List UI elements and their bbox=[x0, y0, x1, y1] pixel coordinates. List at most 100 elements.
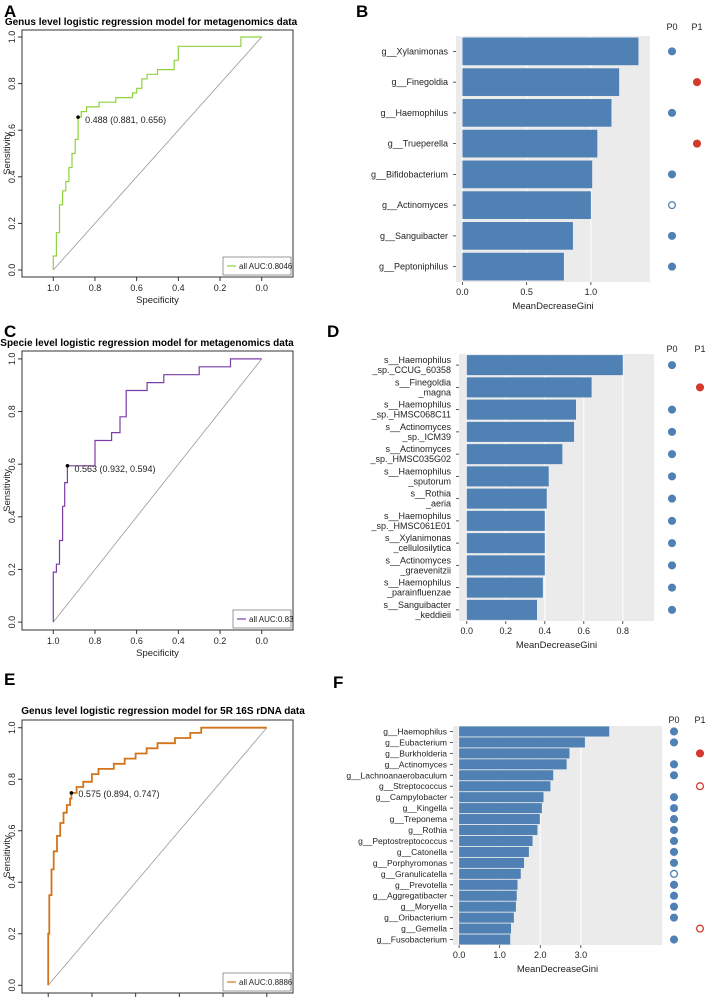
bar bbox=[459, 868, 521, 879]
x-tick-label: 1.0 bbox=[585, 287, 598, 297]
p1-marker bbox=[695, 749, 705, 758]
category-label: s__Actinomyces bbox=[385, 444, 451, 454]
p0-marker bbox=[669, 771, 679, 780]
category-label: g__Gemella bbox=[401, 924, 447, 934]
threshold-annotation: 0.488 (0.881, 0.656) bbox=[85, 115, 166, 125]
y-tick-label: 1.0 bbox=[7, 721, 17, 734]
category-label: s__Actinomyces bbox=[385, 555, 451, 565]
plot-background bbox=[453, 726, 662, 945]
bar bbox=[462, 160, 593, 189]
x-tick-label: 1.0 bbox=[47, 636, 60, 646]
x-tick-label: 0.2 bbox=[214, 283, 227, 293]
x-tick-label: 0.0 bbox=[255, 283, 268, 293]
bar bbox=[466, 377, 592, 398]
category-label: g__Prevotella bbox=[395, 880, 447, 890]
bar bbox=[459, 759, 567, 770]
category-label-line2: _keddieii bbox=[414, 610, 451, 620]
category-label: g__Actinomyces bbox=[385, 759, 447, 769]
p0-marker bbox=[667, 561, 677, 570]
x-tick-label: 0.4 bbox=[539, 626, 552, 636]
bar bbox=[459, 781, 551, 792]
p1-marker bbox=[695, 383, 705, 392]
p0-marker bbox=[667, 583, 677, 592]
category-label: g__Bifidobacterium bbox=[371, 169, 448, 179]
category-label: g__Granulicatella bbox=[381, 869, 447, 879]
marker-column-header: P0 bbox=[668, 715, 679, 725]
bar bbox=[462, 129, 598, 158]
p0-marker bbox=[669, 935, 679, 944]
threshold-annotation: 0.563 (0.932, 0.594) bbox=[74, 464, 155, 474]
bar bbox=[459, 923, 512, 934]
x-tick-label: 0.0 bbox=[453, 950, 466, 960]
marker-column-header: P1 bbox=[691, 22, 702, 32]
bar bbox=[459, 846, 529, 857]
category-label: g__Actinomyces bbox=[382, 200, 449, 210]
bar bbox=[459, 824, 538, 836]
bar bbox=[459, 803, 542, 814]
category-label-line2: _sp._HMSC061E01 bbox=[370, 521, 451, 531]
bar bbox=[466, 533, 545, 554]
panel-letter-a: A bbox=[4, 2, 16, 21]
p0-marker bbox=[667, 405, 677, 414]
y-tick-label: 0.4 bbox=[7, 511, 17, 524]
y-tick-label: 0.2 bbox=[7, 563, 17, 576]
category-label-line2: _sp._ICM39 bbox=[401, 432, 451, 442]
bar bbox=[466, 444, 563, 465]
x-tick-label: 0.6 bbox=[130, 636, 143, 646]
x-tick-label: 0.8 bbox=[89, 636, 102, 646]
category-label-line2: _aeria bbox=[425, 499, 451, 509]
category-label-line2: _sp._HMSC068C11 bbox=[371, 410, 451, 420]
p0-marker bbox=[669, 804, 679, 813]
category-label: g__Haemophilus bbox=[383, 726, 447, 736]
x-tick-label: 0.4 bbox=[172, 283, 185, 293]
category-label: g__Treponema bbox=[390, 814, 448, 824]
marker-column-header: P1 bbox=[694, 715, 705, 725]
category-label-line2: _parainfluenzae bbox=[386, 588, 451, 598]
y-tick-label: 0.4 bbox=[7, 171, 17, 184]
category-label: s__Haemophilus bbox=[384, 355, 452, 365]
category-label: g__Finegoldia bbox=[391, 77, 448, 87]
y-tick-label: 0.8 bbox=[7, 773, 17, 786]
bar bbox=[459, 879, 518, 890]
x-tick-label: 0.2 bbox=[214, 636, 227, 646]
panel-letter-b: B bbox=[356, 2, 368, 21]
category-label: g__Rothia bbox=[408, 825, 447, 835]
diagonal-reference-line bbox=[52, 36, 263, 271]
x-tick-label: 0.6 bbox=[578, 626, 591, 636]
bar bbox=[462, 99, 612, 127]
category-label: g__Eubacterium bbox=[385, 737, 447, 747]
bar bbox=[462, 191, 591, 219]
category-label: s__Actinomyces bbox=[385, 422, 451, 432]
p0-marker bbox=[669, 902, 679, 911]
p0-marker bbox=[667, 262, 677, 271]
y-axis-label: Sensitivity bbox=[2, 469, 13, 512]
y-axis-label: Sensitivity bbox=[2, 132, 13, 175]
y-tick-label: 0.0 bbox=[7, 264, 17, 277]
y-tick-label: 0.6 bbox=[7, 824, 17, 837]
p0-marker bbox=[667, 427, 677, 436]
p1-marker bbox=[692, 139, 702, 148]
x-tick-label: 0.0 bbox=[461, 626, 474, 636]
p0-marker bbox=[669, 836, 679, 846]
p0-marker bbox=[669, 825, 679, 835]
p0-marker bbox=[669, 880, 679, 889]
bar bbox=[466, 555, 545, 576]
category-label: g__Lachnoanaerobaculum bbox=[346, 770, 447, 780]
x-tick-label: 0.8 bbox=[89, 283, 102, 293]
bar bbox=[466, 599, 537, 620]
panel-a-roc: A Genus level logistic regression model … bbox=[2, 2, 298, 306]
p0-marker bbox=[667, 450, 677, 459]
category-label: g__Burkholderia bbox=[385, 748, 447, 758]
legend-label: all AUC:0.8886 bbox=[239, 978, 293, 987]
y-tick-label: 1.0 bbox=[7, 31, 17, 44]
category-label: s__Sanguibacter bbox=[383, 600, 451, 610]
bar bbox=[459, 792, 544, 803]
y-tick-label: 0.8 bbox=[7, 77, 17, 90]
category-label: g__Peptostreptococcus bbox=[358, 836, 447, 846]
diagonal-reference-line bbox=[47, 727, 268, 986]
p0-marker bbox=[667, 494, 677, 503]
p0-marker bbox=[667, 170, 677, 179]
p0-marker bbox=[667, 201, 677, 210]
chart-title: Specie level logistic regression model f… bbox=[0, 338, 294, 349]
x-tick-label: 3.0 bbox=[575, 950, 588, 960]
